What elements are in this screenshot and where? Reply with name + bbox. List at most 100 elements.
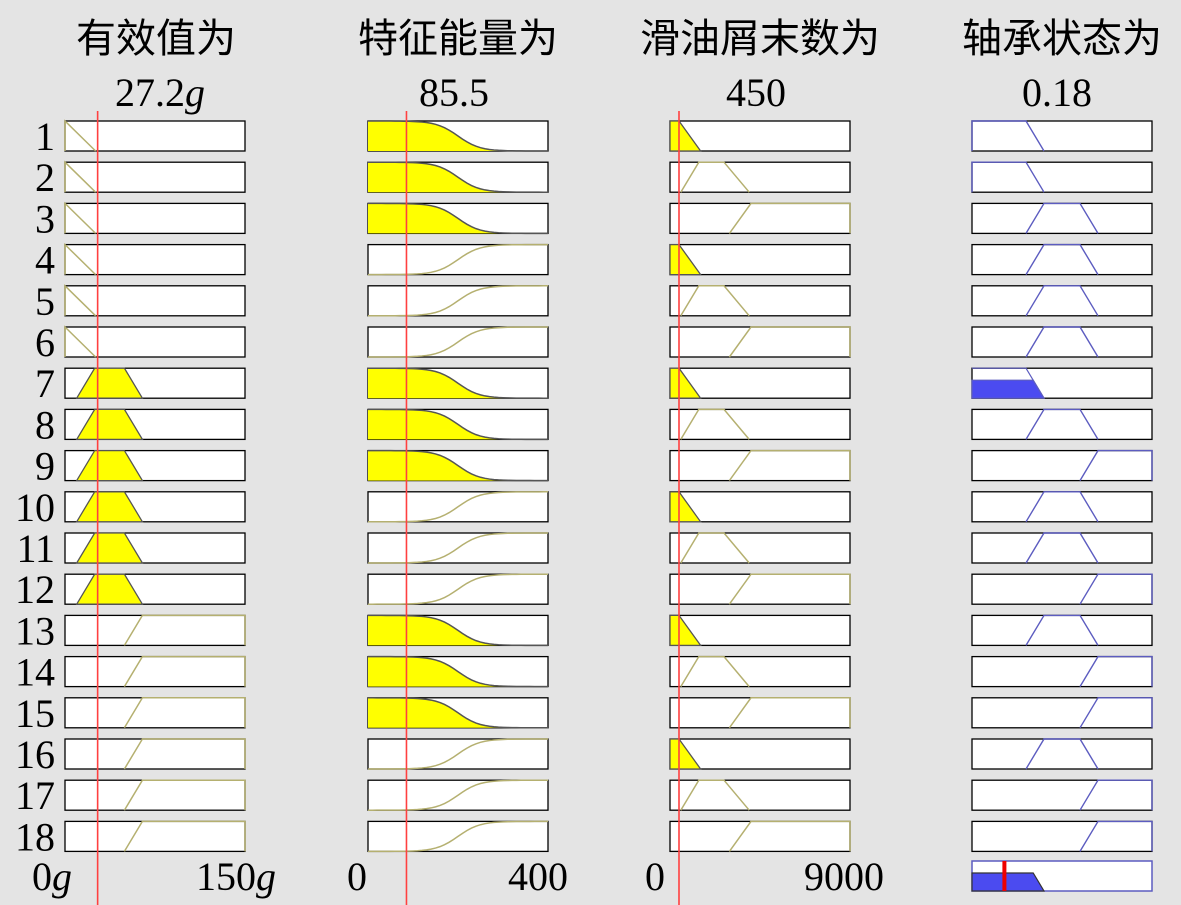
rule-14-panel-col2 [367,655,549,688]
rule-4-panel-col1 [64,242,246,276]
rule-15-panel-col2 [367,697,549,729]
rule-number-13: 13 [15,608,55,653]
rule-7-panel-col3 [669,367,851,399]
axis-min-debris: 0 [645,854,665,899]
rule-10-panel-col1 [64,491,246,523]
rule-14-panel-col3 [669,655,851,688]
rule-1-panel-col4 [971,120,1153,152]
rule-number-8: 8 [35,402,55,447]
rule-11-panel-col4 [971,532,1153,564]
rule-number-12: 12 [15,567,55,612]
rule-number-14: 14 [15,650,55,695]
axis-min-rms: 0g [32,854,72,899]
rule-11-panel-col1 [64,532,246,564]
rule-15-panel-col1 [64,697,246,729]
rule-4-panel-col4 [971,243,1153,276]
rule-14-panel-col1 [64,655,246,688]
rule-11-panel-col3 [669,532,851,564]
column-title-rms: 有效值为 [76,16,236,61]
rule-number-10: 10 [15,485,55,530]
rule-12-panel-col2 [367,573,549,605]
rule-8-panel-col1 [64,408,246,441]
rule-panels [64,119,1153,853]
rule-17-panel-col4 [971,779,1153,811]
aggregated-output-panel [971,860,1153,892]
column-value-rms: 27.2g [115,70,205,115]
rule-number-7: 7 [35,361,55,406]
rule-number-2: 2 [35,155,55,200]
rule-10-panel-col3 [669,491,851,523]
rule-3-panel-col1 [64,201,246,235]
rule-12-panel-col3 [669,573,851,605]
rule-8-panel-col4 [971,408,1153,441]
column-title-debris: 滑油屑末数为 [640,16,880,61]
rule-3-panel-col3 [669,202,851,235]
rule-1-panel-col2 [367,120,549,152]
rule-10-panel-col2 [367,491,549,523]
rule-6-panel-col1 [64,325,246,358]
rule-13-panel-col1 [64,614,246,647]
rule-2-panel-col3 [669,161,851,193]
rule-number-4: 4 [35,238,55,283]
rule-number-17: 17 [15,773,55,818]
axis-max-energy: 400 [508,854,568,899]
rule-4-panel-col2 [367,243,549,276]
rule-number-6: 6 [35,320,55,365]
rule-7-panel-col4 [971,367,1153,399]
rule-6-panel-col4 [971,326,1153,358]
rule-5-panel-col4 [971,285,1153,317]
rule-7-panel-col2 [367,367,549,399]
rule-15-panel-col3 [669,697,851,729]
rule-7-panel-col1 [64,367,246,399]
rule-number-18: 18 [15,814,55,859]
rule-12-panel-col4 [971,573,1153,605]
rule-15-panel-col4 [971,697,1153,729]
column-value-energy: 85.5 [419,70,489,115]
rule-17-panel-col1 [64,779,246,811]
rule-8-panel-col2 [367,408,549,441]
rule-number-1: 1 [35,114,55,159]
rule-number-16: 16 [15,732,55,777]
rule-9-panel-col2 [367,449,549,482]
rule-9-panel-col4 [971,449,1153,482]
rule-1-panel-col3 [669,120,851,152]
rule-number-5: 5 [35,279,55,324]
rule-18-panel-col1 [64,820,246,853]
aggregate-output-shape [971,872,1046,892]
axis-min-energy: 0 [347,854,367,899]
axis-max-debris: 9000 [804,854,884,899]
rule-5-panel-col3 [669,285,851,317]
rule-6-panel-col3 [669,326,851,358]
rule-9-panel-col3 [669,449,851,482]
rule-2-panel-col4 [971,161,1153,193]
rule-16-panel-col3 [669,738,851,770]
rule-8-panel-col3 [669,408,851,441]
rule-2-panel-col2 [367,161,549,193]
rule-13-panel-col3 [669,614,851,647]
rule-2-panel-col1 [64,160,246,193]
rule-11-panel-col2 [367,532,549,564]
rule-13-panel-col2 [367,614,549,647]
rule-13-panel-col4 [971,614,1153,647]
rule-18-panel-col4 [971,820,1153,853]
rule-5-panel-col1 [64,284,246,317]
input-markers [96,111,680,905]
rule-16-panel-col4 [971,738,1153,770]
rule-5-panel-col2 [367,285,549,317]
rule-12-panel-col1 [64,573,246,605]
rule-number-15: 15 [15,691,55,736]
rule-18-panel-col2 [367,820,549,853]
rule-14-panel-col4 [971,655,1153,688]
axis-max-rms: 150g [196,854,276,899]
rule-16-panel-col1 [64,738,246,770]
column-value-bearing-state: 0.18 [1022,70,1092,115]
rule-18-panel-col3 [669,820,851,853]
column-title-bearing-state: 轴承状态为 [962,16,1162,61]
rule-6-panel-col2 [367,326,549,358]
rule-number-3: 3 [35,196,55,241]
rule-number-9: 9 [35,444,55,489]
rule-1-panel-col1 [64,119,246,152]
column-value-debris: 450 [726,70,786,115]
